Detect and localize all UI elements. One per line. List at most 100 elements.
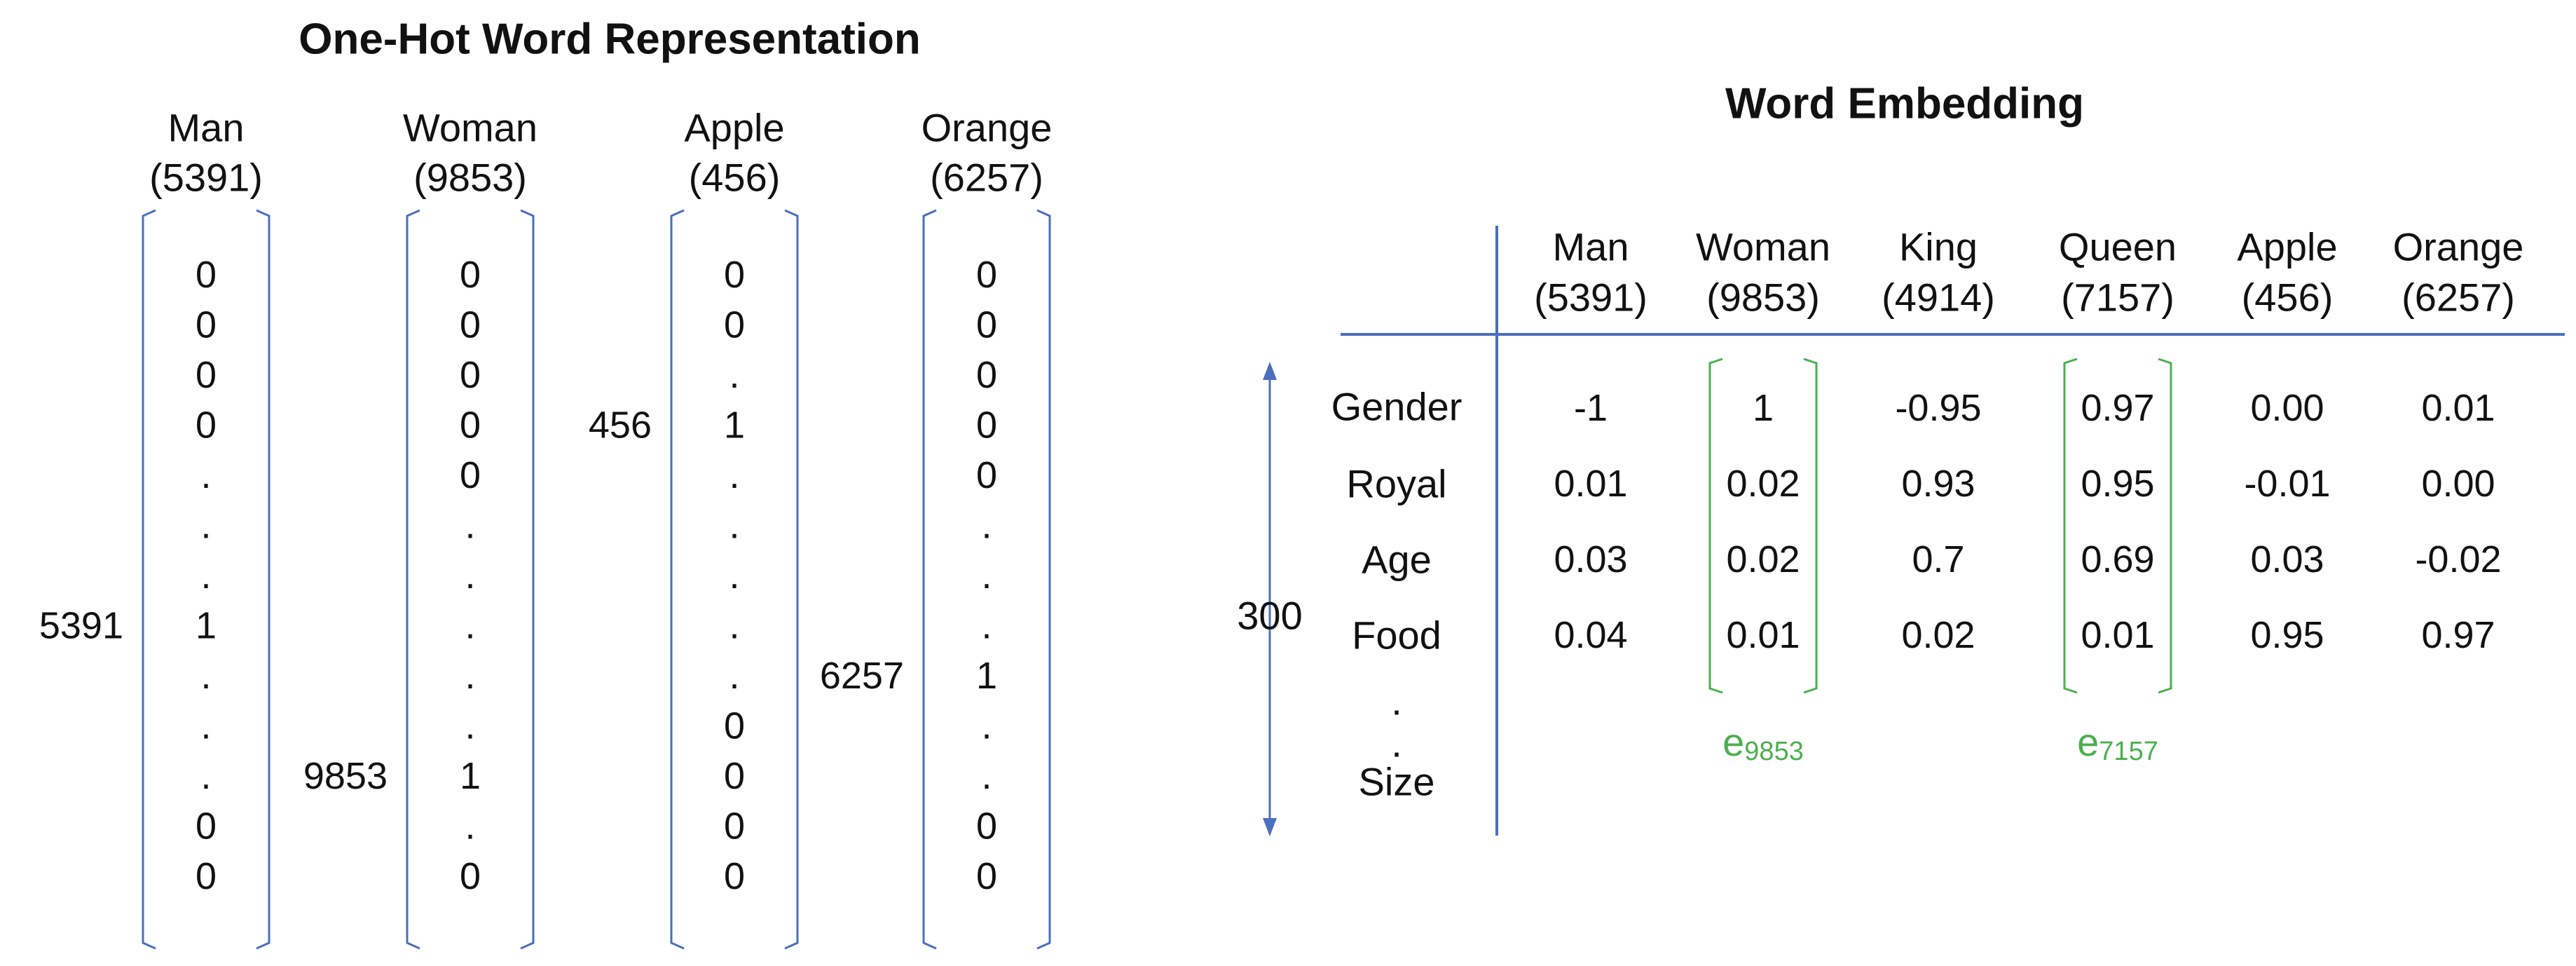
embedding-row-label: . [1391,721,1402,766]
embedding-cell: 0.03 [2250,538,2324,580]
one-hot-cell: . [200,505,211,547]
one-hot-cell: 0 [196,805,217,848]
one-hot-cell: 0 [196,304,217,346]
embedding-cell: 0.00 [2250,387,2324,429]
one-hot-title: One-Hot Word Representation [299,15,921,64]
embedding-cell: 0.00 [2421,463,2495,505]
embedding-cell: 0.02 [1726,463,1800,505]
one-hot-cell: . [200,755,211,797]
one-hot-index-marker: 6257 [820,655,904,697]
one-hot-index-label: (9853) [413,156,527,200]
one-hot-cell: 0 [460,304,481,346]
one-hot-cell: . [200,454,211,496]
one-hot-cell: . [200,705,211,747]
vector-left-bracket [406,209,420,950]
one-hot-cell: 0 [976,404,997,447]
vector-left-bracket [670,209,685,950]
embedding-column-index: (9853) [1706,275,1820,320]
embedding-cell: 0.97 [2421,614,2495,656]
embedding-column-word: Queen [2059,225,2177,269]
embedding-column-index: (5391) [1534,275,1647,320]
one-hot-word-label: Orange [922,106,1053,150]
embedding-vector-label: e9853 [1722,720,1804,767]
one-hot-cell: . [465,805,475,848]
one-hot-cell: . [465,505,475,547]
vector-right-bracket [520,209,535,950]
embedding-cell: 0.95 [2250,614,2324,656]
one-hot-cell: 0 [724,254,745,296]
one-hot-cell: 0 [976,855,997,897]
embedding-cell: -0.02 [2415,538,2501,580]
embedding-title: Word Embedding [1725,80,2084,128]
one-hot-cell: . [981,605,992,647]
embedding-cell: 0.01 [1726,614,1800,656]
one-hot-index-label: (5391) [149,156,263,200]
vector-left-bracket [922,209,937,950]
one-hot-cell: . [465,605,475,647]
one-hot-cell: 0 [460,855,481,897]
one-hot-cell: 0 [724,304,745,346]
embedding-cell: 0.01 [2421,387,2495,429]
embedding-cell: 0.01 [2081,614,2154,656]
embedding-cell: 0.02 [1901,614,1975,656]
dimension-arrow-head-up [1263,362,1277,380]
embedding-vector-label: e7157 [2077,720,2158,767]
one-hot-index-marker: 456 [589,404,652,447]
embedding-highlight-left-bracket [1708,358,1723,694]
one-hot-cell: 0 [196,354,217,396]
one-hot-cell: 0 [724,705,745,747]
one-hot-word-label: Man [168,106,245,150]
embedding-row-label: Gender [1331,385,1462,429]
embedding-cell: -0.01 [2244,463,2330,505]
embedding-cell: 0.04 [1554,614,1627,656]
one-hot-index-marker: 5391 [39,605,123,647]
one-hot-cell: 1 [460,755,481,797]
embedding-cell: 0.97 [2081,387,2154,429]
one-hot-cell: . [465,705,475,747]
vector-right-bracket [256,209,270,950]
embedding-vector-base: e [1722,720,1744,764]
one-hot-cell: 0 [460,454,481,496]
one-hot-cell: 0 [724,855,745,897]
one-hot-cell: . [729,354,739,396]
embedding-cell: 0.02 [1726,538,1800,580]
embedding-cell: -0.95 [1895,387,1981,429]
embedding-row-label: Food [1352,613,1441,658]
embedding-column-word: Woman [1696,225,1830,269]
embedding-cell: 1 [1753,387,1774,429]
one-hot-index-marker: 9853 [303,755,388,797]
embedding-row-label: Age [1362,538,1432,582]
one-hot-cell: 1 [196,605,217,647]
one-hot-cell: . [465,655,475,697]
embedding-row-label: . [1391,679,1402,723]
one-hot-word-label: Apple [684,106,784,150]
one-hot-cell: 0 [196,254,217,296]
vector-left-bracket [142,209,156,950]
one-hot-cell: 1 [976,655,997,697]
one-hot-cell: 0 [976,304,997,346]
dimension-arrow-head-down [1263,818,1277,836]
one-hot-cell: . [981,555,992,597]
embedding-column-index: (7157) [2061,275,2174,320]
one-hot-cell: 0 [976,354,997,396]
embedding-column-word: King [1899,225,1978,269]
one-hot-cell: . [729,605,739,647]
one-hot-cell: 0 [460,354,481,396]
embedding-cell: 0.01 [1554,463,1627,505]
embedding-highlight-right-bracket [2158,358,2172,694]
one-hot-cell: . [465,555,475,597]
one-hot-cell: . [981,705,992,747]
embedding-column-word: Apple [2237,225,2337,269]
embedding-column-word: Man [1553,225,1629,269]
one-hot-cell: 0 [196,855,217,897]
embedding-vector-base: e [2077,720,2099,764]
one-hot-word-label: Woman [403,106,537,150]
one-hot-cell: . [729,454,739,496]
one-hot-cell: . [200,655,211,697]
vector-right-bracket [784,209,799,950]
embedding-cell: 0.95 [2081,463,2154,505]
embedding-row-label: Royal [1346,462,1446,506]
one-hot-cell: 0 [976,805,997,848]
